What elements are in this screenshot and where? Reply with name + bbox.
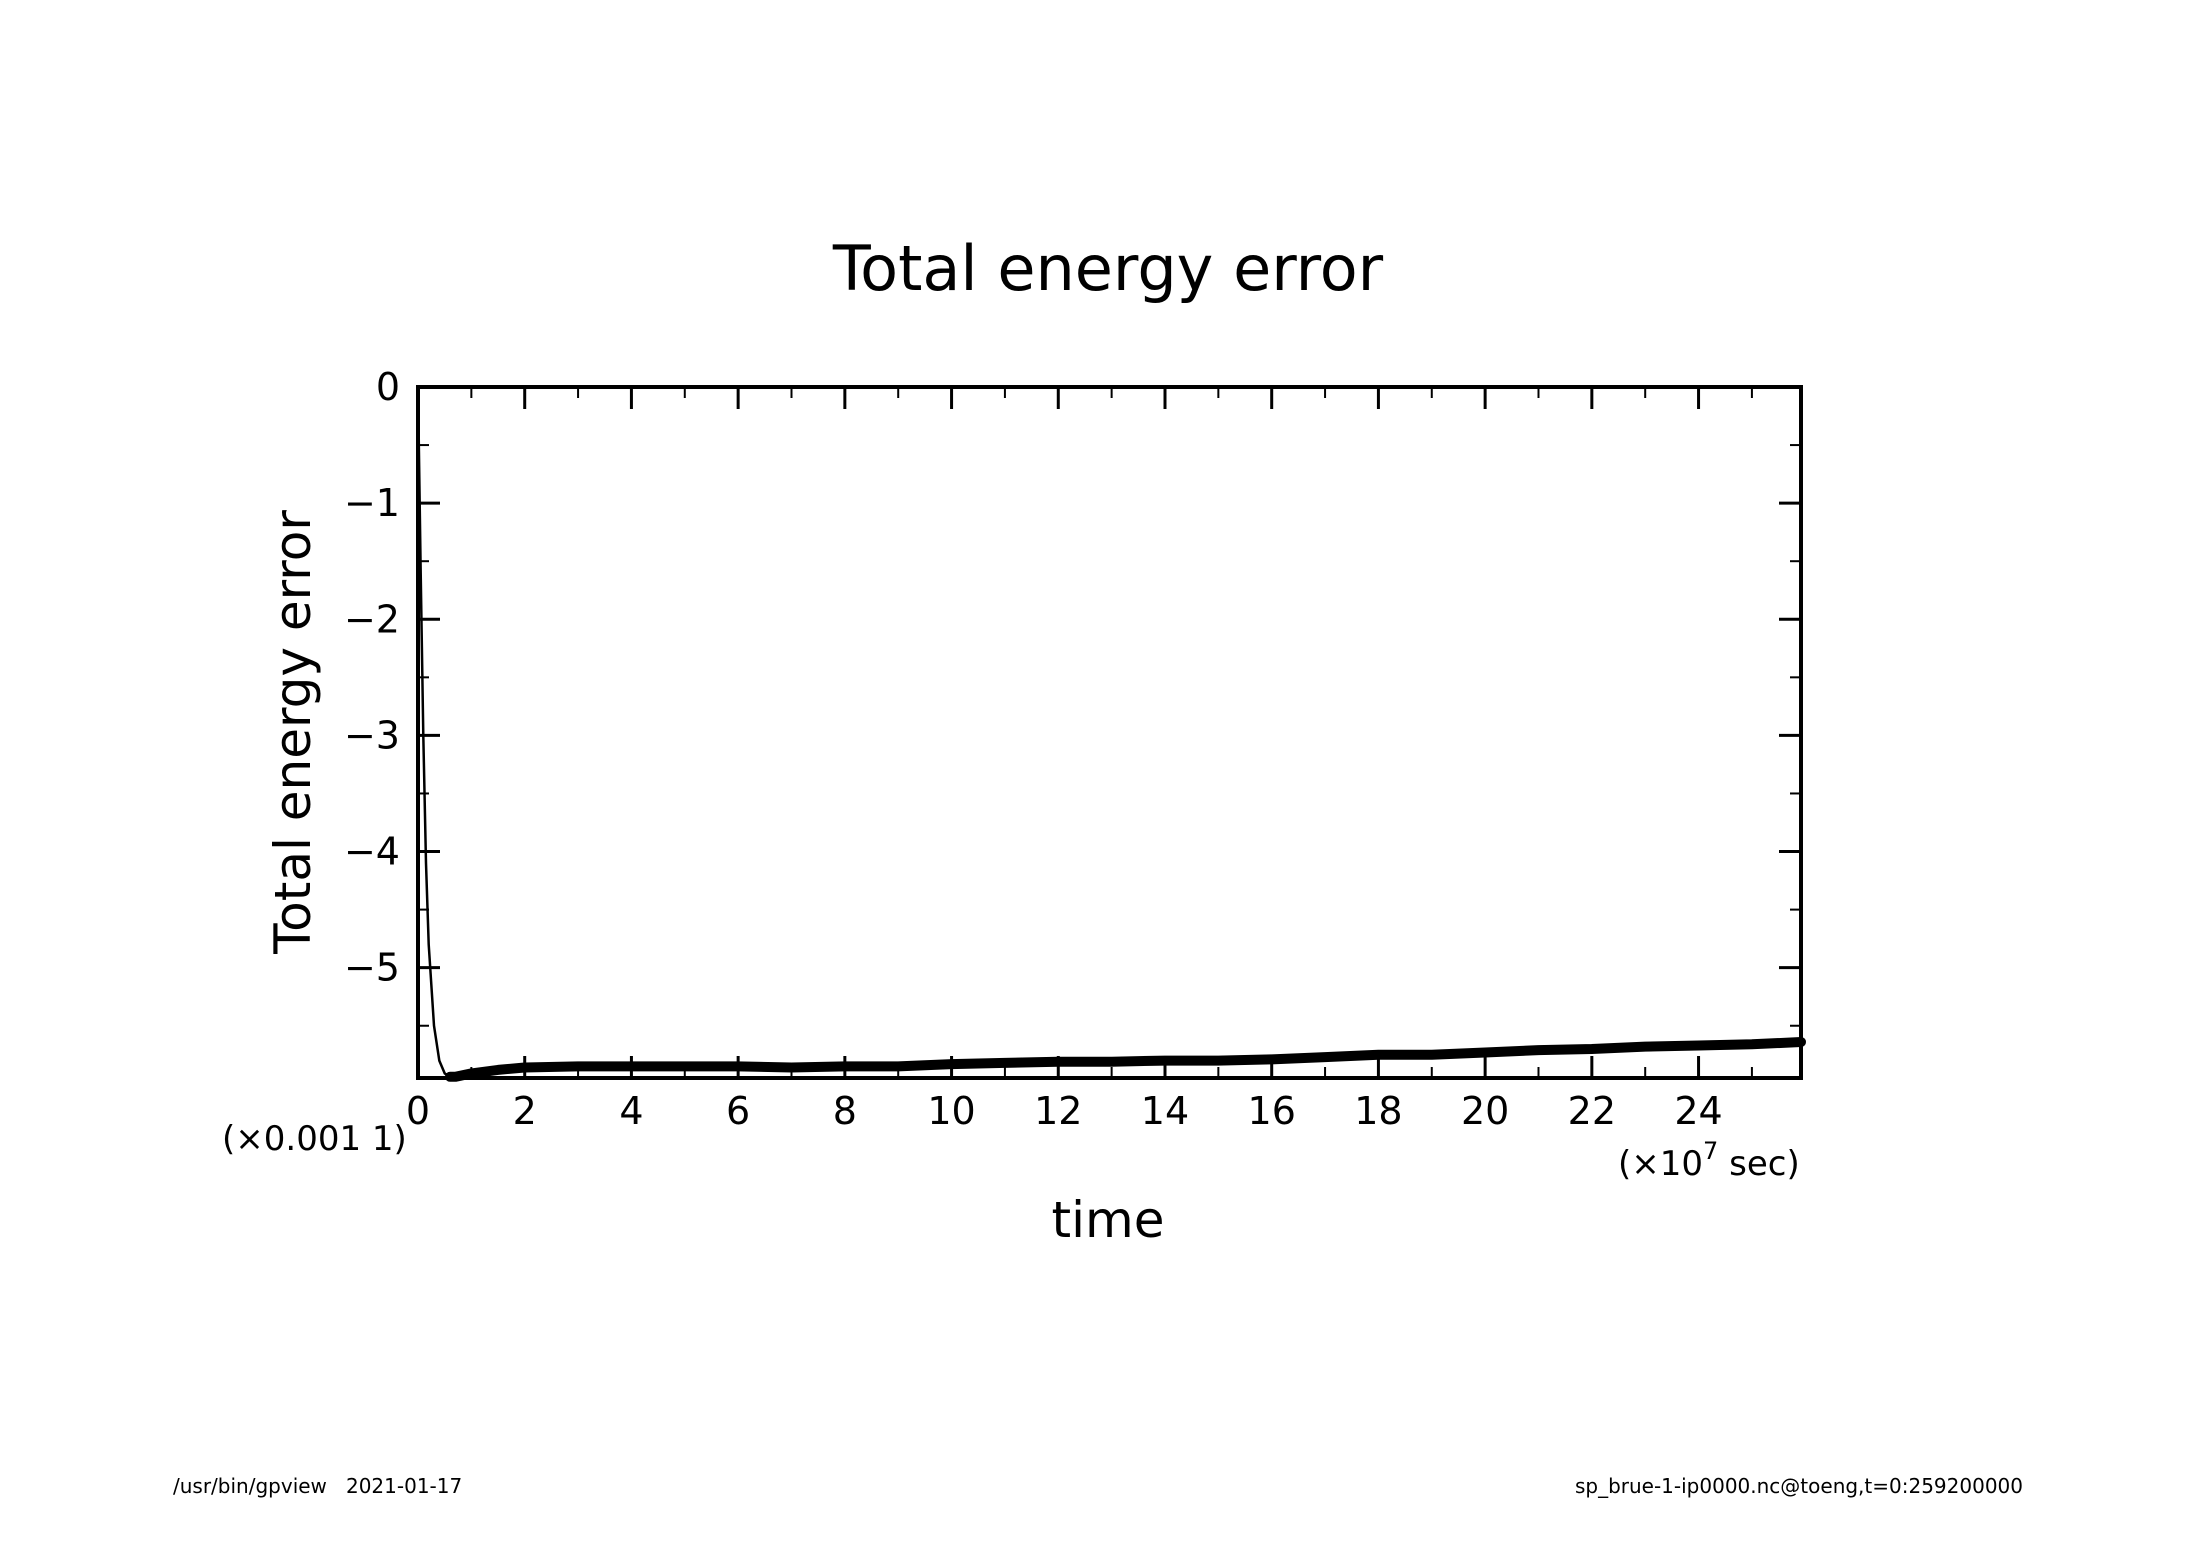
x-tick-label: 0	[406, 1089, 430, 1133]
series-line-thin	[416, 386, 1802, 1079]
x-tick-label: 24	[1674, 1089, 1722, 1133]
y-tick-label: −2	[344, 597, 400, 641]
y-tick-label: −5	[344, 946, 400, 990]
footer-right: sp_brue-1-ip0000.nc@toeng,t=0:259200000	[1574, 1474, 2023, 1498]
plot-area: 0 2 4 6 8 10 12 14 16 18 20 22 240−1−2−3−4−5	[344, 365, 1806, 1133]
x-axis-label: time	[1052, 1191, 1165, 1249]
footer-left: /usr/bin/gpview 2021-01-17	[173, 1474, 463, 1498]
x-tick-label: 12	[1034, 1089, 1082, 1133]
x-tick-label: 10	[927, 1089, 975, 1133]
x-tick-label: 8	[833, 1089, 857, 1133]
y-tick-label: −1	[344, 481, 400, 525]
x-scale-label: (×107 sec)	[1618, 1137, 1800, 1184]
x-tick-label: 20	[1461, 1089, 1509, 1133]
x-scale-prefix: (×10	[1618, 1144, 1703, 1184]
chart-title: Total energy error	[832, 232, 1384, 305]
x-tick-label: 18	[1354, 1089, 1402, 1133]
x-tick-label: 4	[619, 1089, 643, 1133]
y-axis-label: Total energy error	[264, 510, 322, 955]
y-scale-label: (×0.001 1)	[222, 1119, 407, 1159]
x-tick-label: 6	[726, 1089, 750, 1133]
series-line	[445, 1037, 1806, 1082]
x-scale-exponent: 7	[1703, 1137, 1718, 1165]
x-tick-label: 2	[513, 1089, 537, 1133]
x-scale-unit: sec)	[1718, 1144, 1799, 1184]
y-tick-label: −3	[344, 713, 400, 757]
plot-frame	[416, 385, 1803, 1080]
y-tick-label: −4	[344, 830, 400, 874]
x-tick-label: 16	[1248, 1089, 1296, 1133]
x-tick-label: 14	[1141, 1089, 1189, 1133]
x-tick-label: 22	[1568, 1089, 1616, 1133]
y-tick-label: 0	[376, 365, 400, 409]
